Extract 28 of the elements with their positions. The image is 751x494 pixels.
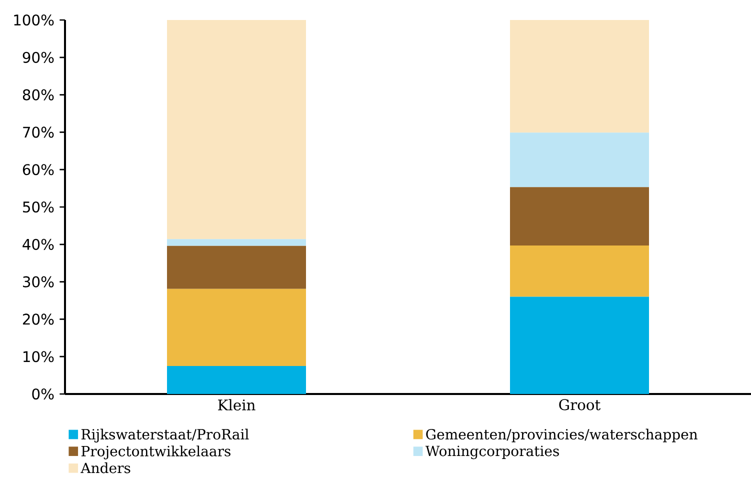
y-tick-label: 30% (23, 276, 54, 288)
y-tick-label: 100% (14, 14, 54, 26)
y-tick-label: 90% (22, 52, 54, 63)
y-tick-label: 0% (32, 388, 54, 400)
y-tick-label: 70% (23, 126, 54, 138)
y-tick-label: 10% (24, 351, 54, 362)
bar (510, 296, 649, 394)
bar (167, 246, 306, 289)
bar (510, 132, 649, 188)
bar (167, 20, 306, 240)
x-tick-label: Klein (218, 399, 256, 411)
bar (510, 246, 649, 297)
legend-label: Gemeenten/provincies/waterschappen (426, 428, 698, 442)
bar (510, 187, 649, 246)
legend-label: Projectontwikkelaars (81, 446, 230, 460)
legend-label: Rijkswaterstaat/ProRail (81, 428, 249, 442)
y-tick-label: 40% (22, 238, 54, 250)
legend-label: Anders (80, 462, 130, 474)
y-tick-label: 20% (22, 314, 54, 325)
legend-label: Woningcorporaties (425, 446, 559, 460)
bar (167, 288, 306, 366)
bar (510, 20, 649, 133)
y-tick-label: 50% (23, 201, 54, 213)
x-tick-label: Groot (559, 399, 601, 410)
y-tick-label: 80% (22, 89, 54, 100)
y-tick-label: 60% (22, 164, 54, 176)
bar (167, 366, 306, 394)
bar (167, 239, 306, 246)
